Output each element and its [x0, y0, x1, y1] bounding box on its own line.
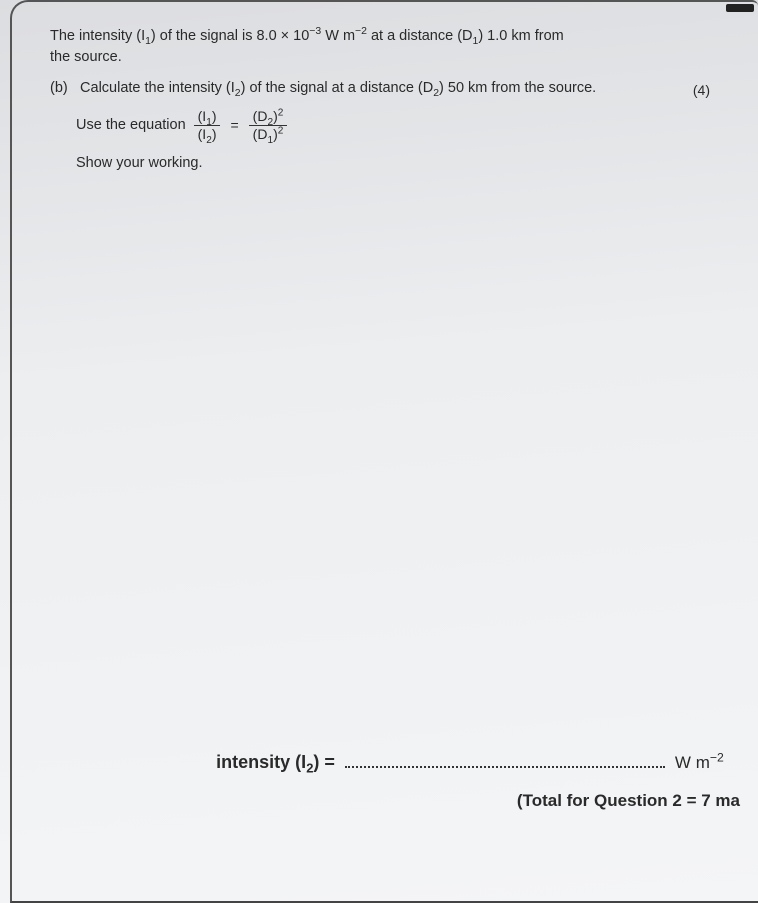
t: W m: [675, 753, 710, 772]
frac1-den: (I2): [194, 126, 221, 142]
answer-unit: W m−2: [675, 753, 724, 773]
answer-label: intensity (I2) =: [216, 752, 335, 773]
equation-row: Use the equation (I1) (I2) = (D 2) 2 (D1)2: [76, 109, 740, 141]
frac2-num: (D2)2: [249, 109, 288, 126]
answer-blank[interactable]: [345, 748, 665, 768]
intro-text: The intensity (I1) of the signal is 8.0 …: [50, 26, 740, 68]
equals-sign: =: [228, 117, 240, 133]
intro-sup: −3: [309, 26, 321, 37]
question-frame: The intensity (I1) of the signal is 8.0 …: [10, 0, 758, 903]
intro-sup: −2: [355, 26, 367, 37]
t: ): [212, 126, 217, 142]
t: 2: [278, 107, 284, 118]
intro-seg: ) 1.0 km from: [478, 28, 563, 44]
t: ) =: [313, 752, 335, 772]
frac1-num: (I1): [194, 109, 221, 126]
frac2-den: (D1)2: [249, 126, 288, 142]
t: (D: [253, 108, 268, 124]
total-marks: (Total for Question 2 = 7 ma: [50, 791, 740, 811]
exam-page: The intensity (I1) of the signal is 8.0 …: [0, 0, 758, 903]
fraction-1: (I1) (I2): [194, 109, 221, 141]
intro-seg: ) of the signal is 8.0 × 10: [151, 28, 309, 44]
intro-seg: at a distance (D: [367, 28, 473, 44]
intro-line2: the source.: [50, 49, 122, 65]
t: 2: [278, 125, 284, 136]
t: (I: [198, 108, 207, 124]
intro-seg: W m: [321, 28, 355, 44]
t: (D: [253, 126, 268, 142]
t: intensity (I: [216, 752, 306, 772]
show-working: Show your working.: [76, 153, 740, 174]
part-b: (4) (b) Calculate the intensity (I2) of …: [50, 78, 740, 99]
answer-line: intensity (I2) = W m−2: [50, 748, 740, 773]
t: (I: [198, 126, 207, 142]
partb-seg: ) of the signal at a distance (D: [241, 80, 434, 96]
working-space: [50, 184, 740, 744]
equation-lead: Use the equation: [76, 115, 186, 136]
total-text: (Total for Question 2 = 7 ma: [517, 791, 740, 810]
intro-seg: The intensity (I: [50, 28, 145, 44]
t: ): [212, 108, 217, 124]
part-label: (b): [50, 78, 76, 99]
partb-seg: Calculate the intensity (I: [80, 80, 235, 96]
marks-label: (4): [693, 80, 710, 100]
fraction-2: (D2)2 (D1)2: [249, 109, 288, 141]
partb-seg: ) 50 km from the source.: [439, 80, 596, 96]
t: −2: [710, 751, 724, 765]
